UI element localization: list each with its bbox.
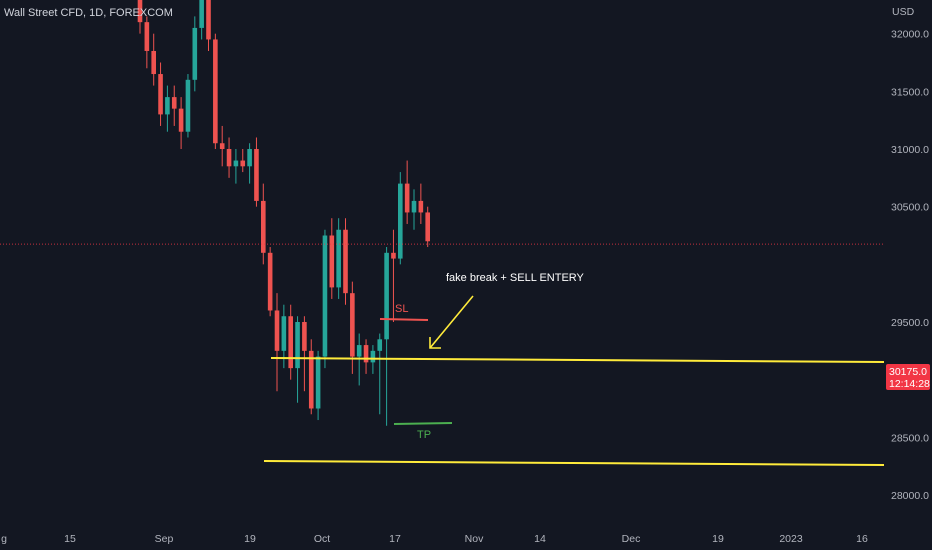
chart-title: Wall Street CFD, 1D, FOREXCOM — [4, 7, 173, 19]
x-tick-label: Sep — [155, 533, 174, 545]
candle-body — [391, 252, 396, 259]
candle-body — [254, 149, 259, 201]
candle-body — [151, 50, 156, 75]
candle-body — [281, 316, 287, 351]
current-price-box — [886, 364, 930, 390]
candle-body — [363, 345, 369, 363]
candle-body — [213, 39, 218, 144]
candle-body — [199, 0, 204, 28]
y-tick-label: 32000.0 — [891, 29, 929, 41]
candle-body — [336, 229, 341, 288]
annotation-arrow-head — [429, 337, 441, 349]
resistance-trendline — [270, 357, 885, 363]
candle-body — [206, 0, 211, 40]
candle-body — [178, 108, 184, 132]
x-tick-label: Oct — [314, 533, 330, 545]
time-axis[interactable]: g 15 Sep 19 Oct 17 Nov 14 Dec 19 2023 16 — [1, 533, 868, 545]
candle-body — [425, 212, 430, 242]
candle-body — [267, 252, 273, 311]
x-tick-label: g — [1, 533, 7, 545]
x-tick-label: 2023 — [779, 533, 803, 545]
candle-body — [192, 27, 198, 80]
sell-entry-annotation: fake break + SELL ENTERY — [446, 272, 585, 284]
candle-body — [308, 350, 314, 409]
y-tick-label: 30500.0 — [891, 202, 929, 214]
candle-body — [315, 356, 321, 409]
candle-body — [165, 97, 170, 115]
candle-body — [418, 200, 424, 213]
candle-body — [158, 74, 163, 115]
y-tick-label: 28500.0 — [891, 432, 929, 444]
candle-body — [356, 345, 362, 357]
candle-body — [404, 183, 410, 213]
candle-body — [411, 200, 417, 213]
countdown-label: 12:14:28 — [889, 378, 930, 390]
tp-label: TP — [417, 429, 431, 441]
candle-body — [329, 235, 335, 288]
drawings-group: SL TP fake break + SELL ENTERY — [0, 243, 885, 466]
x-tick-label: 14 — [534, 533, 546, 545]
candle-body — [350, 293, 355, 357]
x-tick-label: 19 — [244, 533, 256, 545]
y-tick-label: 29500.0 — [891, 317, 929, 329]
candle-body — [233, 160, 239, 167]
candle-body — [370, 350, 376, 363]
candle-body — [144, 22, 150, 51]
candle-body — [377, 339, 383, 351]
x-tick-label: Dec — [622, 533, 641, 545]
currency-label: USD — [892, 6, 915, 18]
candle-body — [295, 322, 300, 369]
candle-body — [384, 252, 389, 340]
y-tick-label: 28000.0 — [891, 490, 929, 502]
y-tick-label: 31500.0 — [891, 86, 929, 98]
candle-body — [274, 310, 280, 351]
annotation-arrow-shaft — [429, 295, 474, 349]
candle-body — [171, 97, 177, 109]
candle-body — [185, 79, 191, 132]
candle-body — [137, 0, 143, 23]
candle-body — [302, 322, 307, 351]
price-axis[interactable]: 36000.035500.035000.034500.034000.033500… — [891, 0, 929, 502]
candle-body — [226, 149, 232, 167]
y-tick-label: 31000.0 — [891, 144, 929, 156]
candle-body — [240, 160, 246, 167]
x-tick-label: 19 — [712, 533, 724, 545]
x-tick-label: 16 — [856, 533, 868, 545]
sl-label: SL — [395, 303, 408, 315]
current-price-marker: 30175.0 12:14:28 — [886, 364, 930, 390]
candle-body — [322, 235, 328, 357]
x-tick-label: 15 — [64, 533, 76, 545]
tp-line — [393, 422, 453, 425]
plot-area[interactable] — [0, 0, 884, 550]
candle-body — [343, 229, 348, 294]
candle-body — [247, 149, 252, 167]
candle-body — [288, 316, 293, 369]
candle-body — [261, 200, 266, 253]
support-trendline — [263, 460, 885, 466]
candles-group — [137, 0, 430, 426]
sl-line — [379, 318, 429, 321]
x-tick-label: Nov — [465, 533, 484, 545]
x-tick-label: 17 — [389, 533, 401, 545]
current-price-label: 30175.0 — [889, 366, 927, 378]
candle-body — [398, 183, 403, 259]
candle-body — [219, 143, 225, 150]
